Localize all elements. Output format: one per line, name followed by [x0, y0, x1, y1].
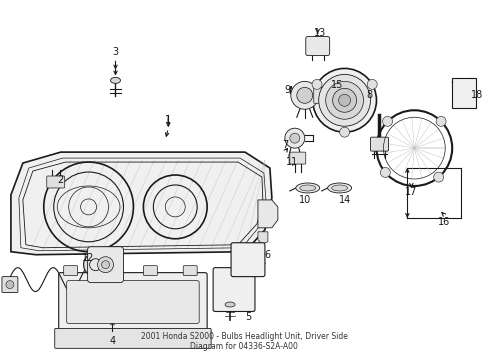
Circle shape: [285, 128, 304, 148]
FancyBboxPatch shape: [305, 37, 329, 55]
Circle shape: [6, 280, 14, 289]
FancyBboxPatch shape: [66, 280, 199, 323]
Polygon shape: [258, 232, 267, 244]
FancyBboxPatch shape: [183, 266, 197, 276]
Circle shape: [318, 75, 370, 126]
Circle shape: [83, 253, 107, 276]
FancyBboxPatch shape: [230, 243, 264, 276]
Circle shape: [312, 68, 376, 132]
Circle shape: [290, 81, 318, 109]
Circle shape: [332, 88, 356, 112]
Ellipse shape: [295, 183, 319, 193]
FancyBboxPatch shape: [55, 328, 211, 348]
Text: 3: 3: [112, 48, 118, 58]
Ellipse shape: [224, 302, 235, 307]
Circle shape: [382, 116, 392, 126]
Text: 15: 15: [331, 80, 343, 90]
FancyBboxPatch shape: [63, 266, 78, 276]
Circle shape: [435, 116, 445, 126]
FancyBboxPatch shape: [370, 137, 387, 151]
Text: 10: 10: [298, 195, 310, 205]
Text: 8: 8: [366, 90, 372, 100]
Polygon shape: [258, 200, 277, 228]
Circle shape: [325, 81, 363, 119]
Text: 7: 7: [281, 140, 287, 150]
Circle shape: [433, 172, 443, 182]
Circle shape: [296, 87, 312, 103]
FancyBboxPatch shape: [313, 87, 325, 103]
FancyBboxPatch shape: [47, 176, 64, 188]
Ellipse shape: [327, 183, 351, 193]
Text: 2001 Honda S2000 - Bulbs Headlight Unit, Driver Side
Diagram for 04336-S2A-A00: 2001 Honda S2000 - Bulbs Headlight Unit,…: [140, 332, 347, 351]
Circle shape: [98, 257, 113, 273]
FancyBboxPatch shape: [213, 268, 254, 311]
Circle shape: [102, 261, 109, 269]
FancyBboxPatch shape: [103, 266, 117, 276]
Text: 17: 17: [405, 187, 417, 197]
Ellipse shape: [110, 77, 120, 84]
FancyBboxPatch shape: [59, 273, 207, 332]
Text: 2: 2: [58, 175, 64, 185]
Text: 4: 4: [109, 336, 115, 346]
Text: 14: 14: [338, 195, 350, 205]
Text: 18: 18: [470, 90, 482, 100]
Text: 1: 1: [165, 115, 171, 125]
Circle shape: [311, 80, 321, 89]
FancyBboxPatch shape: [2, 276, 18, 293]
Circle shape: [366, 80, 376, 89]
Ellipse shape: [331, 185, 347, 191]
FancyBboxPatch shape: [143, 266, 157, 276]
Circle shape: [289, 133, 299, 143]
Text: 11: 11: [285, 157, 297, 167]
Ellipse shape: [299, 185, 315, 191]
Text: 6: 6: [264, 250, 270, 260]
Circle shape: [338, 94, 350, 106]
Circle shape: [339, 127, 349, 137]
FancyBboxPatch shape: [289, 152, 305, 164]
Polygon shape: [11, 152, 271, 255]
Text: 9: 9: [284, 85, 290, 95]
FancyBboxPatch shape: [451, 78, 475, 108]
Text: 5: 5: [244, 312, 251, 323]
FancyBboxPatch shape: [87, 247, 123, 283]
Text: 16: 16: [437, 217, 449, 227]
Circle shape: [380, 167, 389, 177]
Text: 12: 12: [82, 253, 95, 263]
Text: 13: 13: [313, 28, 325, 37]
